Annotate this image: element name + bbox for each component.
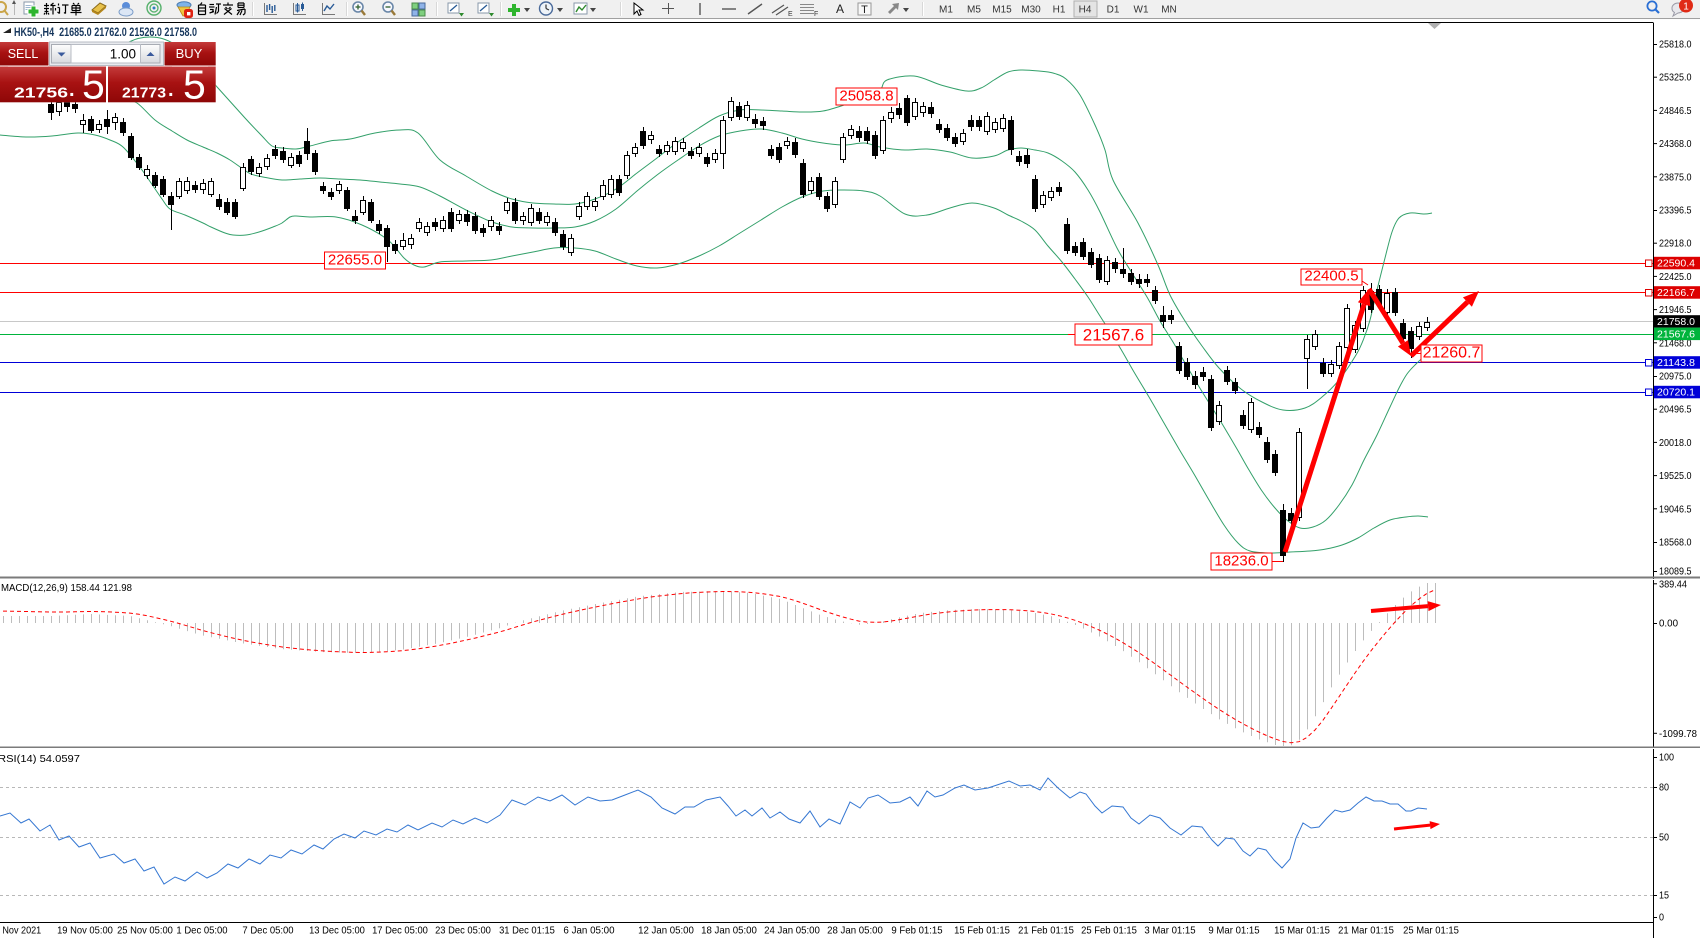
svg-text:SELL: SELL — [8, 47, 39, 61]
svg-text:1.00: 1.00 — [110, 47, 136, 62]
svg-text:.: . — [168, 79, 174, 101]
svg-text:0.00: 0.00 — [1659, 618, 1678, 630]
svg-text:15: 15 — [1659, 890, 1669, 902]
svg-text:21 Feb 01:15: 21 Feb 01:15 — [1018, 925, 1074, 937]
svg-text:100: 100 — [1659, 752, 1674, 764]
svg-text:20018.0: 20018.0 — [1659, 437, 1692, 449]
svg-text:23 Dec 05:00: 23 Dec 05:00 — [435, 925, 491, 937]
svg-text:22918.0: 22918.0 — [1659, 238, 1692, 250]
svg-text:25 Mar 01:15: 25 Mar 01:15 — [1403, 925, 1459, 937]
svg-text:22590.4: 22590.4 — [1657, 259, 1695, 270]
svg-text:18 Jan 05:00: 18 Jan 05:00 — [701, 925, 757, 937]
svg-text:-1099.78: -1099.78 — [1659, 728, 1697, 740]
svg-text:3 Mar 01:15: 3 Mar 01:15 — [1144, 925, 1195, 937]
svg-text:13 Dec 05:00: 13 Dec 05:00 — [309, 925, 365, 937]
svg-text:15 Mar 01:15: 15 Mar 01:15 — [1274, 925, 1330, 937]
svg-text:17 Dec 05:00: 17 Dec 05:00 — [372, 925, 428, 937]
svg-text:19046.5: 19046.5 — [1659, 503, 1692, 515]
svg-text:22655.0: 22655.0 — [328, 252, 382, 269]
svg-text:9 Mar 01:15: 9 Mar 01:15 — [1208, 925, 1259, 937]
svg-text:M15: M15 — [992, 5, 1012, 16]
svg-text:23875.0: 23875.0 — [1659, 171, 1692, 183]
svg-text:MACD(12,26,9) 158.44 121.98: MACD(12,26,9) 158.44 121.98 — [1, 582, 132, 594]
svg-text:21567.6: 21567.6 — [1083, 326, 1144, 345]
svg-text:6 Jan 05:00: 6 Jan 05:00 — [563, 925, 614, 937]
svg-text:21756: 21756 — [14, 85, 68, 102]
svg-text:389.44: 389.44 — [1659, 578, 1687, 590]
svg-text:9 Feb 01:15: 9 Feb 01:15 — [891, 925, 942, 937]
svg-text:5: 5 — [183, 62, 206, 108]
svg-text:25818.0: 25818.0 — [1659, 39, 1692, 51]
svg-text:25 Feb 01:15: 25 Feb 01:15 — [1081, 925, 1137, 937]
svg-text:1: 1 — [1683, 2, 1689, 13]
svg-text:24368.0: 24368.0 — [1659, 138, 1692, 150]
svg-text:21758.0: 21758.0 — [1657, 317, 1695, 328]
svg-text:M1: M1 — [939, 5, 953, 16]
svg-text:24 Jan 05:00: 24 Jan 05:00 — [764, 925, 820, 937]
svg-text:T: T — [861, 4, 868, 16]
svg-text:25058.8: 25058.8 — [839, 88, 893, 105]
svg-text:7 Dec 05:00: 7 Dec 05:00 — [242, 925, 293, 937]
svg-text:20496.5: 20496.5 — [1659, 404, 1692, 416]
svg-text:D1: D1 — [1107, 5, 1120, 16]
svg-text:F: F — [814, 11, 818, 18]
svg-text:20720.1: 20720.1 — [1657, 388, 1695, 399]
svg-text:12 Jan 05:00: 12 Jan 05:00 — [638, 925, 694, 937]
svg-text:28 Jan 05:00: 28 Jan 05:00 — [827, 925, 883, 937]
svg-text:23396.5: 23396.5 — [1659, 205, 1692, 217]
svg-text:25325.0: 25325.0 — [1659, 72, 1692, 84]
svg-text:15 Feb 01:15: 15 Feb 01:15 — [954, 925, 1010, 937]
svg-text:21567.6: 21567.6 — [1657, 329, 1695, 340]
svg-text:H1: H1 — [1053, 5, 1066, 16]
svg-text:21260.7: 21260.7 — [1423, 345, 1481, 362]
svg-text:22400.5: 22400.5 — [1304, 268, 1358, 285]
svg-text:19 Nov 05:00: 19 Nov 05:00 — [57, 925, 113, 937]
svg-text:24846.5: 24846.5 — [1659, 105, 1692, 117]
svg-text:5 Nov 2021: 5 Nov 2021 — [0, 925, 41, 937]
svg-text:A: A — [836, 2, 844, 16]
svg-text:18568.0: 18568.0 — [1659, 537, 1692, 549]
svg-text:H4: H4 — [1079, 5, 1092, 16]
svg-text:.: . — [69, 79, 75, 101]
svg-text:18089.5: 18089.5 — [1659, 566, 1692, 578]
svg-text:18236.0: 18236.0 — [1214, 553, 1268, 570]
svg-text:0: 0 — [1659, 912, 1664, 924]
svg-text:MN: MN — [1161, 5, 1177, 16]
svg-text:22425.0: 22425.0 — [1659, 271, 1692, 283]
svg-text:M5: M5 — [967, 5, 981, 16]
svg-text:21143.8: 21143.8 — [1657, 358, 1695, 369]
svg-text:BUY: BUY — [176, 46, 203, 61]
svg-text:HK50-,H4 21685.0 21762.0 2152: HK50-,H4 21685.0 21762.0 21526.0 21758.0 — [14, 25, 197, 39]
svg-text:80: 80 — [1659, 782, 1669, 794]
svg-text:1 Dec 05:00: 1 Dec 05:00 — [176, 925, 227, 937]
svg-text:50: 50 — [1659, 832, 1669, 844]
svg-text:21773: 21773 — [122, 85, 166, 102]
svg-text:E: E — [788, 11, 793, 18]
svg-text:W1: W1 — [1134, 5, 1149, 16]
svg-text:5: 5 — [82, 62, 105, 108]
svg-text:25 Nov 05:00: 25 Nov 05:00 — [117, 925, 173, 937]
svg-text:M30: M30 — [1021, 5, 1041, 16]
svg-text:21 Mar 01:15: 21 Mar 01:15 — [1338, 925, 1394, 937]
svg-text:RSI(14) 54.0597: RSI(14) 54.0597 — [0, 753, 80, 765]
svg-text:19525.0: 19525.0 — [1659, 470, 1692, 482]
svg-text:31 Dec 01:15: 31 Dec 01:15 — [499, 925, 555, 937]
svg-text:22166.7: 22166.7 — [1657, 288, 1695, 299]
svg-text:21946.5: 21946.5 — [1659, 304, 1692, 316]
svg-text:21468.0: 21468.0 — [1659, 337, 1692, 349]
svg-text:20975.0: 20975.0 — [1659, 371, 1692, 383]
